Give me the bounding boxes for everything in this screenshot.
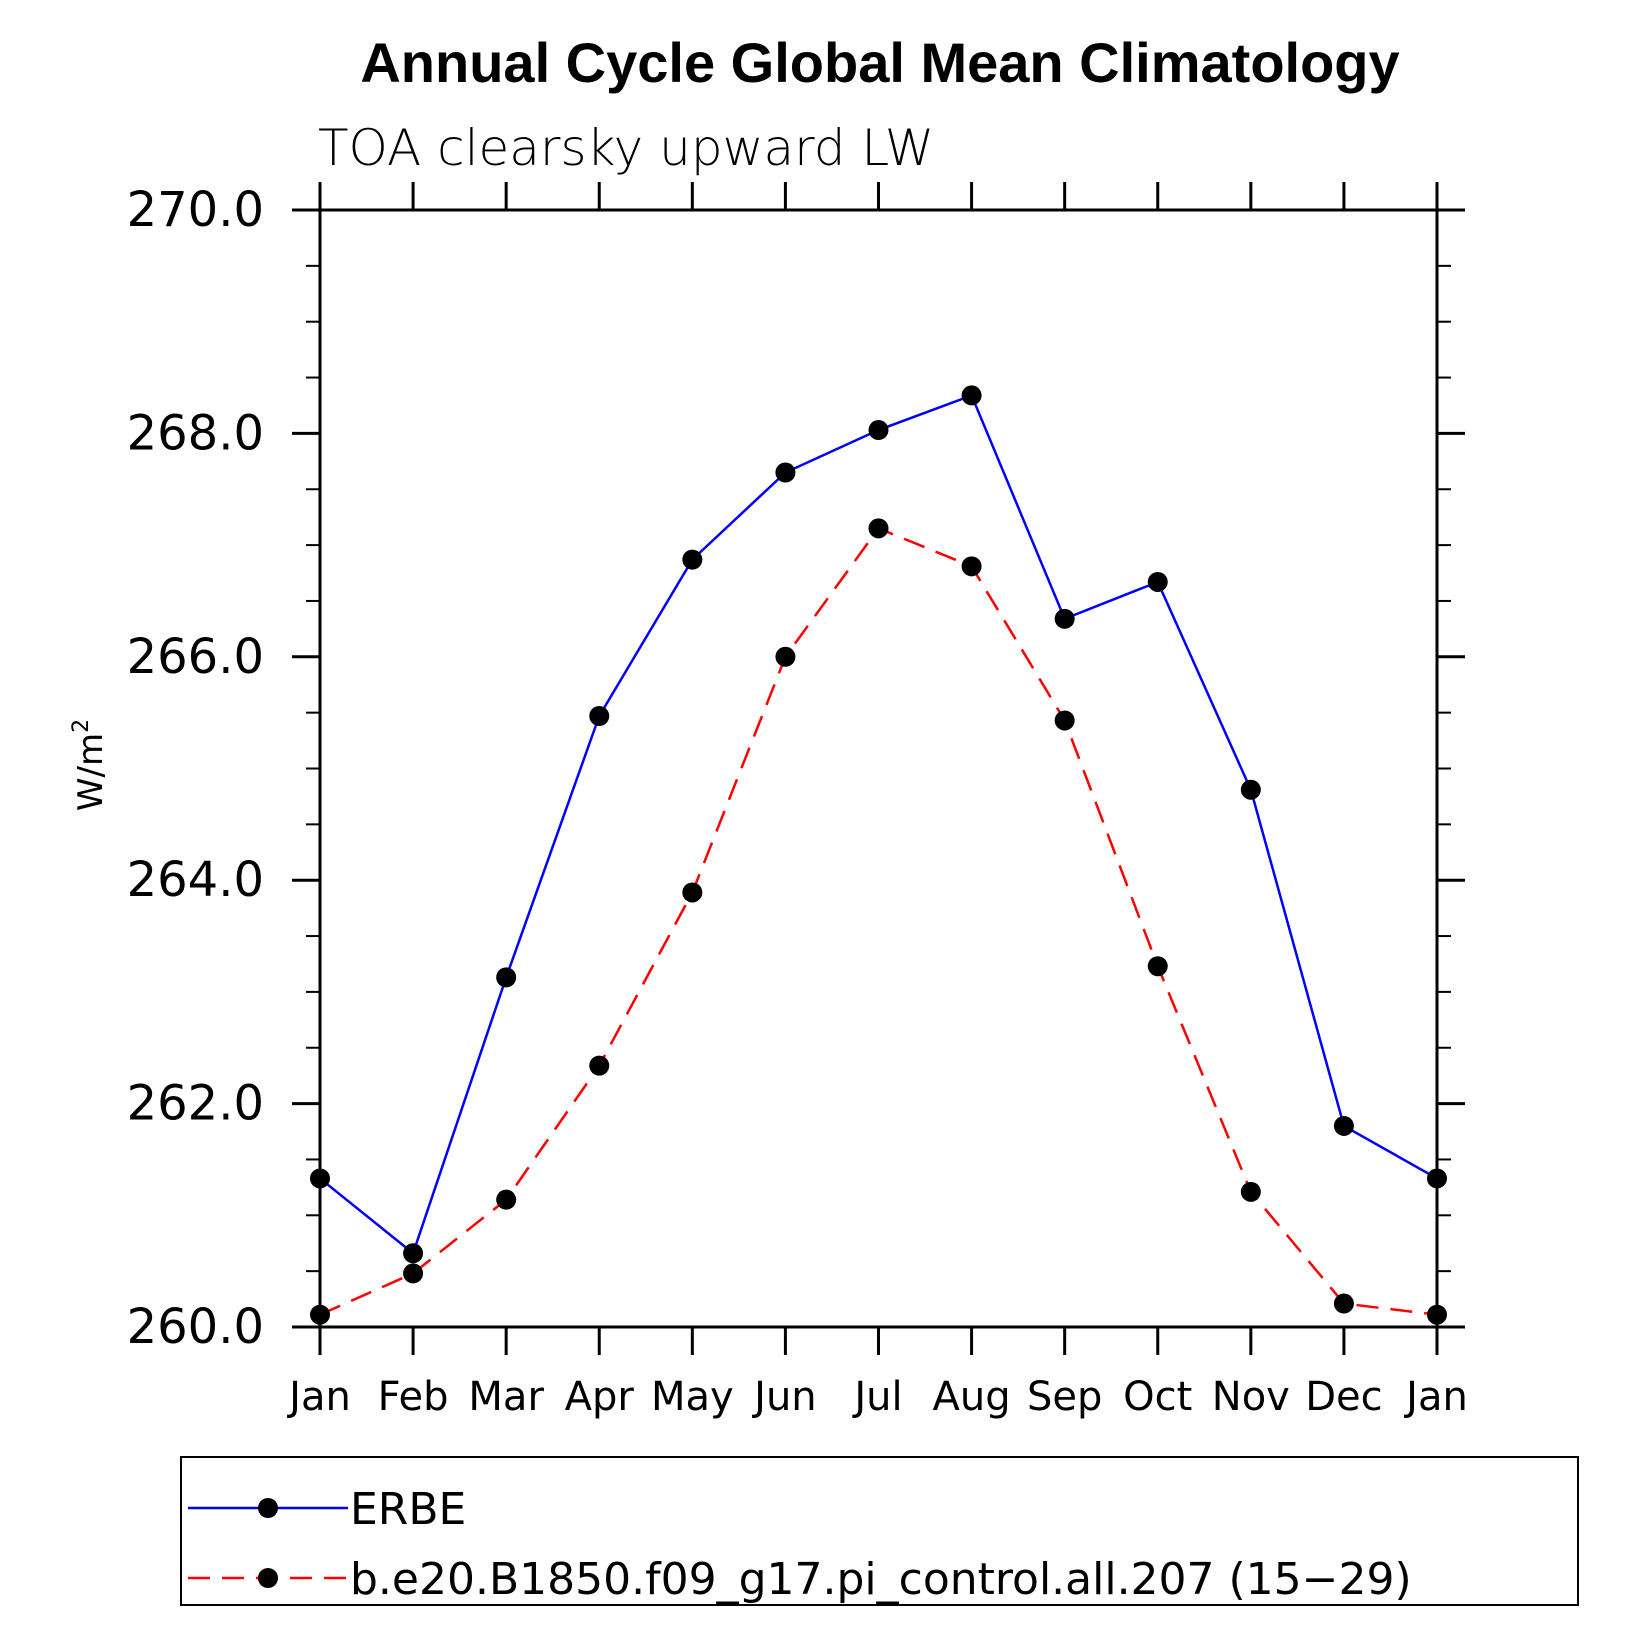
svg-text:W/m2: W/m2 [69, 719, 111, 811]
x-tick-label: Jul [851, 1374, 902, 1420]
data-point [1054, 710, 1075, 731]
x-tick-label: Oct [1123, 1374, 1192, 1420]
data-point [961, 385, 982, 406]
y-tick-label: 260.0 [127, 1299, 264, 1355]
data-point [589, 1055, 610, 1076]
x-tick-label: Feb [378, 1374, 449, 1420]
x-tick-label: May [651, 1374, 734, 1420]
data-point [496, 1189, 517, 1210]
legend-items: ERBE b.e20.B1850.f09_g17.pi_control.all.2… [188, 1484, 1412, 1605]
x-tick-labels: Jan Feb Mar Apr May Jun Jul Aug Sep Oct Nov Dec Jan [286, 1374, 1468, 1420]
data-point [1333, 1293, 1354, 1314]
legend-label: b.e20.B1850.f09_g17.pi_control.all.207 (… [350, 1554, 1412, 1605]
data-point [1240, 779, 1261, 800]
y-tick-label: 268.0 [127, 405, 264, 461]
data-point [403, 1243, 424, 1264]
data-point [682, 549, 703, 570]
x-tick-label: Jun [751, 1374, 817, 1420]
series-2 [310, 518, 1447, 1325]
data-point [961, 556, 982, 577]
y-tick-label: 266.0 [127, 629, 264, 685]
data-point [1054, 608, 1075, 629]
data-point [496, 967, 517, 988]
data-point [1147, 571, 1168, 592]
legend-marker [258, 1498, 278, 1518]
data-point [682, 882, 703, 903]
data-point [589, 706, 610, 727]
y-tick-label: 264.0 [127, 852, 264, 908]
axis-ticks [292, 182, 1465, 1355]
chart-subtitle: TOA clearsky upward LW [318, 119, 934, 177]
legend: ERBE b.e20.B1850.f09_g17.pi_control.all.2… [180, 1456, 1579, 1606]
legend-label: ERBE [350, 1484, 466, 1535]
legend-marker [258, 1568, 278, 1588]
x-tick-label: Sep [1027, 1374, 1102, 1420]
y-axis-title: W/m2 [69, 719, 111, 811]
y-axis-label-superscript: 2 [69, 719, 94, 733]
series-line [319, 526, 1438, 1316]
x-tick-label: Apr [565, 1374, 635, 1420]
x-tick-label: Dec [1305, 1374, 1382, 1420]
data-point [1240, 1181, 1261, 1202]
y-tick-label: 270.0 [127, 182, 264, 238]
series-layer [310, 385, 1447, 1325]
x-tick-label: Jan [286, 1374, 351, 1420]
data-point [868, 420, 889, 441]
chart-title: Annual Cycle Global Mean Climatology [360, 31, 1399, 94]
x-tick-label: Nov [1212, 1374, 1290, 1420]
legend-box [180, 1456, 1579, 1606]
data-point [775, 646, 796, 667]
legend-entry-1: ERBE [188, 1484, 466, 1535]
series-1 [310, 385, 1447, 1264]
y-axis-label: W/m [71, 733, 111, 811]
data-point [775, 462, 796, 483]
x-tick-label: Aug [933, 1374, 1011, 1420]
y-tick-labels: 260.0 262.0 264.0 266.0 268.0 270.0 [127, 182, 264, 1355]
data-point [868, 518, 889, 539]
data-point [403, 1263, 424, 1284]
x-tick-label: Jan [1403, 1374, 1468, 1420]
legend-entry-2: b.e20.B1850.f09_g17.pi_control.all.207 (… [188, 1554, 1412, 1605]
data-point [1333, 1115, 1354, 1136]
data-point [1147, 956, 1168, 977]
x-tick-label: Mar [468, 1374, 544, 1420]
plot-frame [318, 208, 1439, 1329]
y-tick-label: 262.0 [127, 1076, 264, 1132]
